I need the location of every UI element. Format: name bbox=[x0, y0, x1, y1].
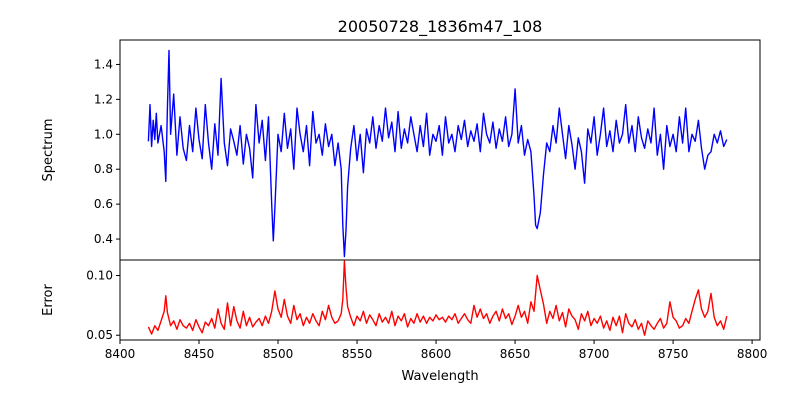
spectrum-y-axis-label: Spectrum bbox=[41, 119, 56, 182]
x-tick-label: 8800 bbox=[737, 347, 768, 361]
x-axis-ticks: 8400 8450 8500 8550 8600 8650 8700 8750 8800 bbox=[105, 340, 768, 361]
chart-title: 20050728_1836m47_108 bbox=[338, 17, 543, 37]
error-panel: 0.05 0.10 Error bbox=[41, 259, 761, 342]
x-tick-label: 8500 bbox=[263, 347, 294, 361]
spectrum-y-tick-label: 1.4 bbox=[94, 57, 113, 71]
error-y-tick-label: 0.05 bbox=[86, 328, 113, 342]
spectrum-series-line bbox=[147, 49, 728, 258]
spectrum-series bbox=[147, 49, 728, 258]
error-series bbox=[147, 260, 728, 336]
spectrum-y-tick-label: 0.6 bbox=[94, 197, 113, 211]
error-y-ticks: 0.05 0.10 bbox=[86, 269, 120, 342]
x-axis-label: Wavelength bbox=[401, 369, 478, 384]
error-y-axis-label: Error bbox=[41, 284, 56, 316]
error-plot-frame bbox=[119, 259, 761, 341]
spectrum-y-tick-label: 1.2 bbox=[94, 92, 113, 106]
x-tick-label: 8700 bbox=[579, 347, 610, 361]
x-tick-label: 8450 bbox=[184, 347, 215, 361]
x-tick-label: 8550 bbox=[342, 347, 373, 361]
x-tick-label: 8400 bbox=[105, 347, 136, 361]
spectrum-panel: 0.4 0.6 0.8 1.0 1.2 1.4 Spectrum bbox=[41, 39, 761, 261]
error-y-tick-label: 0.10 bbox=[86, 269, 113, 283]
x-tick-label: 8750 bbox=[658, 347, 689, 361]
x-tick-label: 8600 bbox=[421, 347, 452, 361]
spectrum-y-tick-label: 0.4 bbox=[94, 232, 113, 246]
spectrum-y-tick-label: 0.8 bbox=[94, 162, 113, 176]
spectrum-y-tick-label: 1.0 bbox=[94, 127, 113, 141]
error-series-line bbox=[147, 260, 728, 336]
x-tick-label: 8650 bbox=[500, 347, 531, 361]
spectrum-y-ticks: 0.4 0.6 0.8 1.0 1.2 1.4 bbox=[94, 57, 120, 246]
